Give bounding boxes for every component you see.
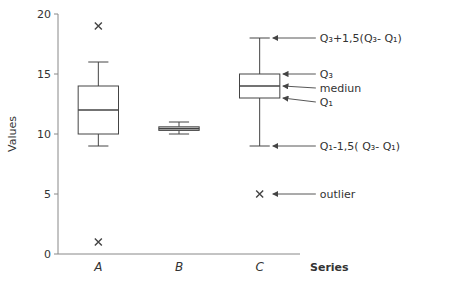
whisker-low — [259, 98, 260, 146]
box — [159, 127, 199, 131]
axes: 0 5 10 15 20 A B C Values Series — [6, 8, 349, 274]
annotation-arrow — [283, 98, 316, 102]
box — [240, 74, 280, 98]
annotation-text: Q₁ — [320, 96, 333, 109]
x-axis-line — [58, 254, 300, 255]
flier — [95, 23, 102, 30]
annotation-text: mediun — [320, 82, 361, 95]
y-tick — [54, 74, 58, 75]
y-tick-label: 0 — [44, 248, 51, 261]
cap-high — [88, 62, 108, 63]
boxes — [78, 23, 280, 246]
median — [78, 109, 118, 111]
annotation-text: Q₃+1,5(Q₃- Q₁) — [320, 32, 402, 45]
y-axis-label: Values — [6, 116, 19, 152]
whisker-high — [179, 122, 180, 127]
flier — [95, 239, 102, 246]
y-tick — [54, 194, 58, 195]
median — [240, 85, 280, 87]
annotation-arrow — [273, 194, 316, 195]
annotation-text: Q₁-1,5( Q₃- Q₁) — [320, 140, 400, 153]
annotations: Q₃+1,5(Q₃- Q₁) Q₃mediunQ₁ Q₁-1,5( Q₃- Q₁) o… — [273, 32, 402, 201]
cap-high — [169, 122, 189, 123]
box — [78, 86, 118, 134]
annotation-arrow — [273, 146, 316, 147]
whisker-high — [98, 62, 99, 86]
cap-low — [169, 134, 189, 135]
y-tick — [54, 254, 58, 255]
whisker-high — [259, 38, 260, 74]
x-tick-label: A — [93, 260, 102, 274]
x-axis-label: Series — [310, 261, 349, 274]
median — [159, 128, 199, 130]
box-group — [240, 38, 280, 198]
box-group — [78, 23, 118, 246]
whisker-low — [179, 130, 180, 134]
annotation-text: Q₃ — [320, 68, 333, 81]
whisker-low — [98, 134, 99, 146]
cap-high — [250, 38, 270, 39]
annotation-arrow — [273, 38, 316, 39]
box-group — [159, 122, 199, 134]
chart: 0 5 10 15 20 A B C Values Series Q₃+1,5(Q₃- Q₁) Q₃m… — [0, 0, 474, 292]
y-tick-label: 20 — [37, 8, 51, 21]
x-tick-label: B — [175, 260, 183, 274]
x-tick-label: C — [255, 260, 264, 274]
cap-low — [250, 146, 270, 147]
y-tick-label: 10 — [37, 128, 51, 141]
cap-low — [88, 146, 108, 147]
y-tick — [54, 14, 58, 15]
y-tick — [54, 134, 58, 135]
y-tick-label: 5 — [44, 188, 51, 201]
annotation-arrow — [283, 74, 316, 75]
annotation-arrow — [283, 86, 316, 88]
y-tick-label: 15 — [37, 68, 51, 81]
flier — [256, 191, 263, 198]
annotation-text: outlier — [320, 188, 356, 201]
